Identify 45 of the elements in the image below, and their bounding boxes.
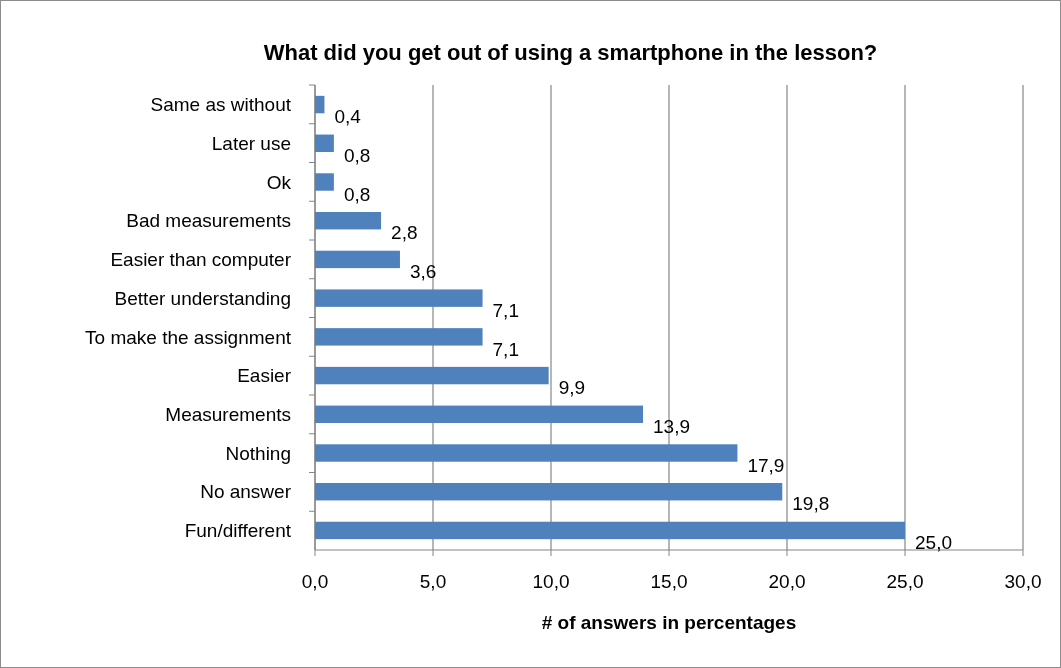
y-tick-label: Later use — [211, 132, 291, 154]
x-tick-label: 30,0 — [1004, 571, 1042, 592]
y-tick-label: No answer — [200, 481, 292, 503]
data-label: 2,8 — [391, 222, 418, 244]
data-label: 17,9 — [747, 454, 785, 476]
y-tick-label: Better understanding — [114, 287, 291, 309]
x-tick-label: 15,0 — [650, 571, 688, 592]
y-tick-label: Measurements — [165, 403, 291, 425]
bar — [315, 405, 644, 424]
data-label: 25,0 — [915, 532, 952, 554]
data-label: 7,1 — [492, 338, 519, 360]
bar — [315, 328, 483, 346]
bar — [315, 289, 483, 307]
x-tick-label: 0,0 — [301, 571, 329, 592]
y-tick-label: Fun/different — [184, 520, 292, 542]
data-label: 0,4 — [334, 106, 362, 128]
data-label: 0,8 — [343, 183, 371, 205]
bar — [315, 250, 400, 269]
bar — [315, 134, 334, 152]
data-label: 13,9 — [653, 415, 691, 437]
y-tick-label: Easier — [237, 365, 292, 387]
x-axis-title: # of answers in percentages — [541, 612, 797, 633]
x-tick-label: 20,0 — [768, 571, 806, 592]
data-label: 7,1 — [492, 299, 519, 321]
bar — [315, 211, 382, 230]
x-tick-label: 5,0 — [419, 571, 447, 592]
data-label: 9,9 — [558, 377, 586, 399]
x-tick-label: 10,0 — [532, 571, 570, 592]
data-label: 3,6 — [409, 261, 437, 283]
y-tick-label: Same as without — [150, 94, 292, 116]
y-tick-label: Bad measurements — [126, 210, 291, 232]
y-tick-label: Nothing — [225, 442, 291, 464]
bar — [315, 521, 905, 540]
y-tick-label: Ok — [266, 171, 292, 193]
data-label: 0,8 — [343, 144, 371, 166]
bar — [315, 95, 325, 114]
x-tick-label: 25,0 — [886, 571, 924, 592]
bar — [315, 444, 738, 462]
bar — [315, 483, 783, 501]
data-label: 19,8 — [792, 493, 830, 515]
chart-title: What did you get out of using a smartphone in the lesson? — [263, 40, 878, 65]
bar — [315, 173, 334, 191]
y-tick-label: Easier than computer — [110, 249, 292, 271]
y-tick-label: To make the assignment — [85, 326, 292, 348]
bar — [315, 366, 549, 385]
